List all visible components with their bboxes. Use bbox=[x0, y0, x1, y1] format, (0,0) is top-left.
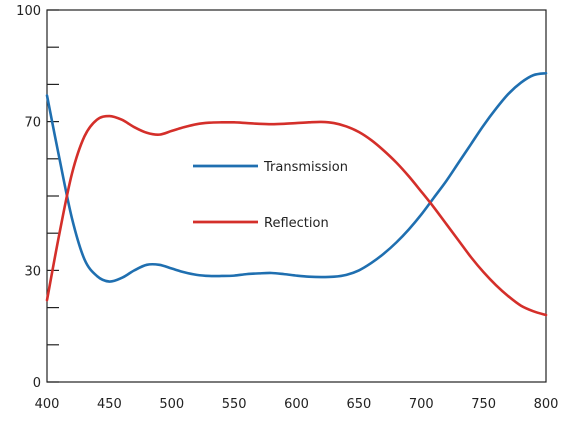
x-tick-label: 550 bbox=[222, 397, 247, 412]
x-tick-label: 600 bbox=[284, 397, 309, 412]
series-line-reflection bbox=[45, 114, 548, 317]
legend-label-reflection: Reflection bbox=[264, 216, 329, 231]
y-tick-label: 100 bbox=[16, 4, 41, 19]
x-tick-label: 800 bbox=[534, 397, 559, 412]
x-tick-label: 700 bbox=[409, 397, 434, 412]
y-tick-label: 70 bbox=[24, 116, 41, 131]
x-tick-label: 500 bbox=[159, 397, 184, 412]
y-tick-label: 0 bbox=[33, 376, 41, 391]
y-axis-ticks bbox=[47, 9, 59, 383]
series-lines bbox=[45, 71, 548, 317]
y-axis-tick-labels: 0 30 70 100 bbox=[16, 4, 41, 391]
x-tick-label: 400 bbox=[35, 397, 60, 412]
series-line-transmission bbox=[45, 71, 548, 283]
x-tick-label: 750 bbox=[471, 397, 496, 412]
x-tick-label: 450 bbox=[97, 397, 122, 412]
x-axis-tick-labels: 400 450 500 550 600 650 700 750 800 bbox=[35, 397, 559, 412]
x-tick-label: 650 bbox=[346, 397, 371, 412]
y-tick-label: 30 bbox=[24, 264, 41, 279]
legend: Transmission Reflection bbox=[193, 160, 348, 231]
plot-frame bbox=[46, 9, 547, 383]
legend-label-transmission: Transmission bbox=[263, 160, 348, 175]
